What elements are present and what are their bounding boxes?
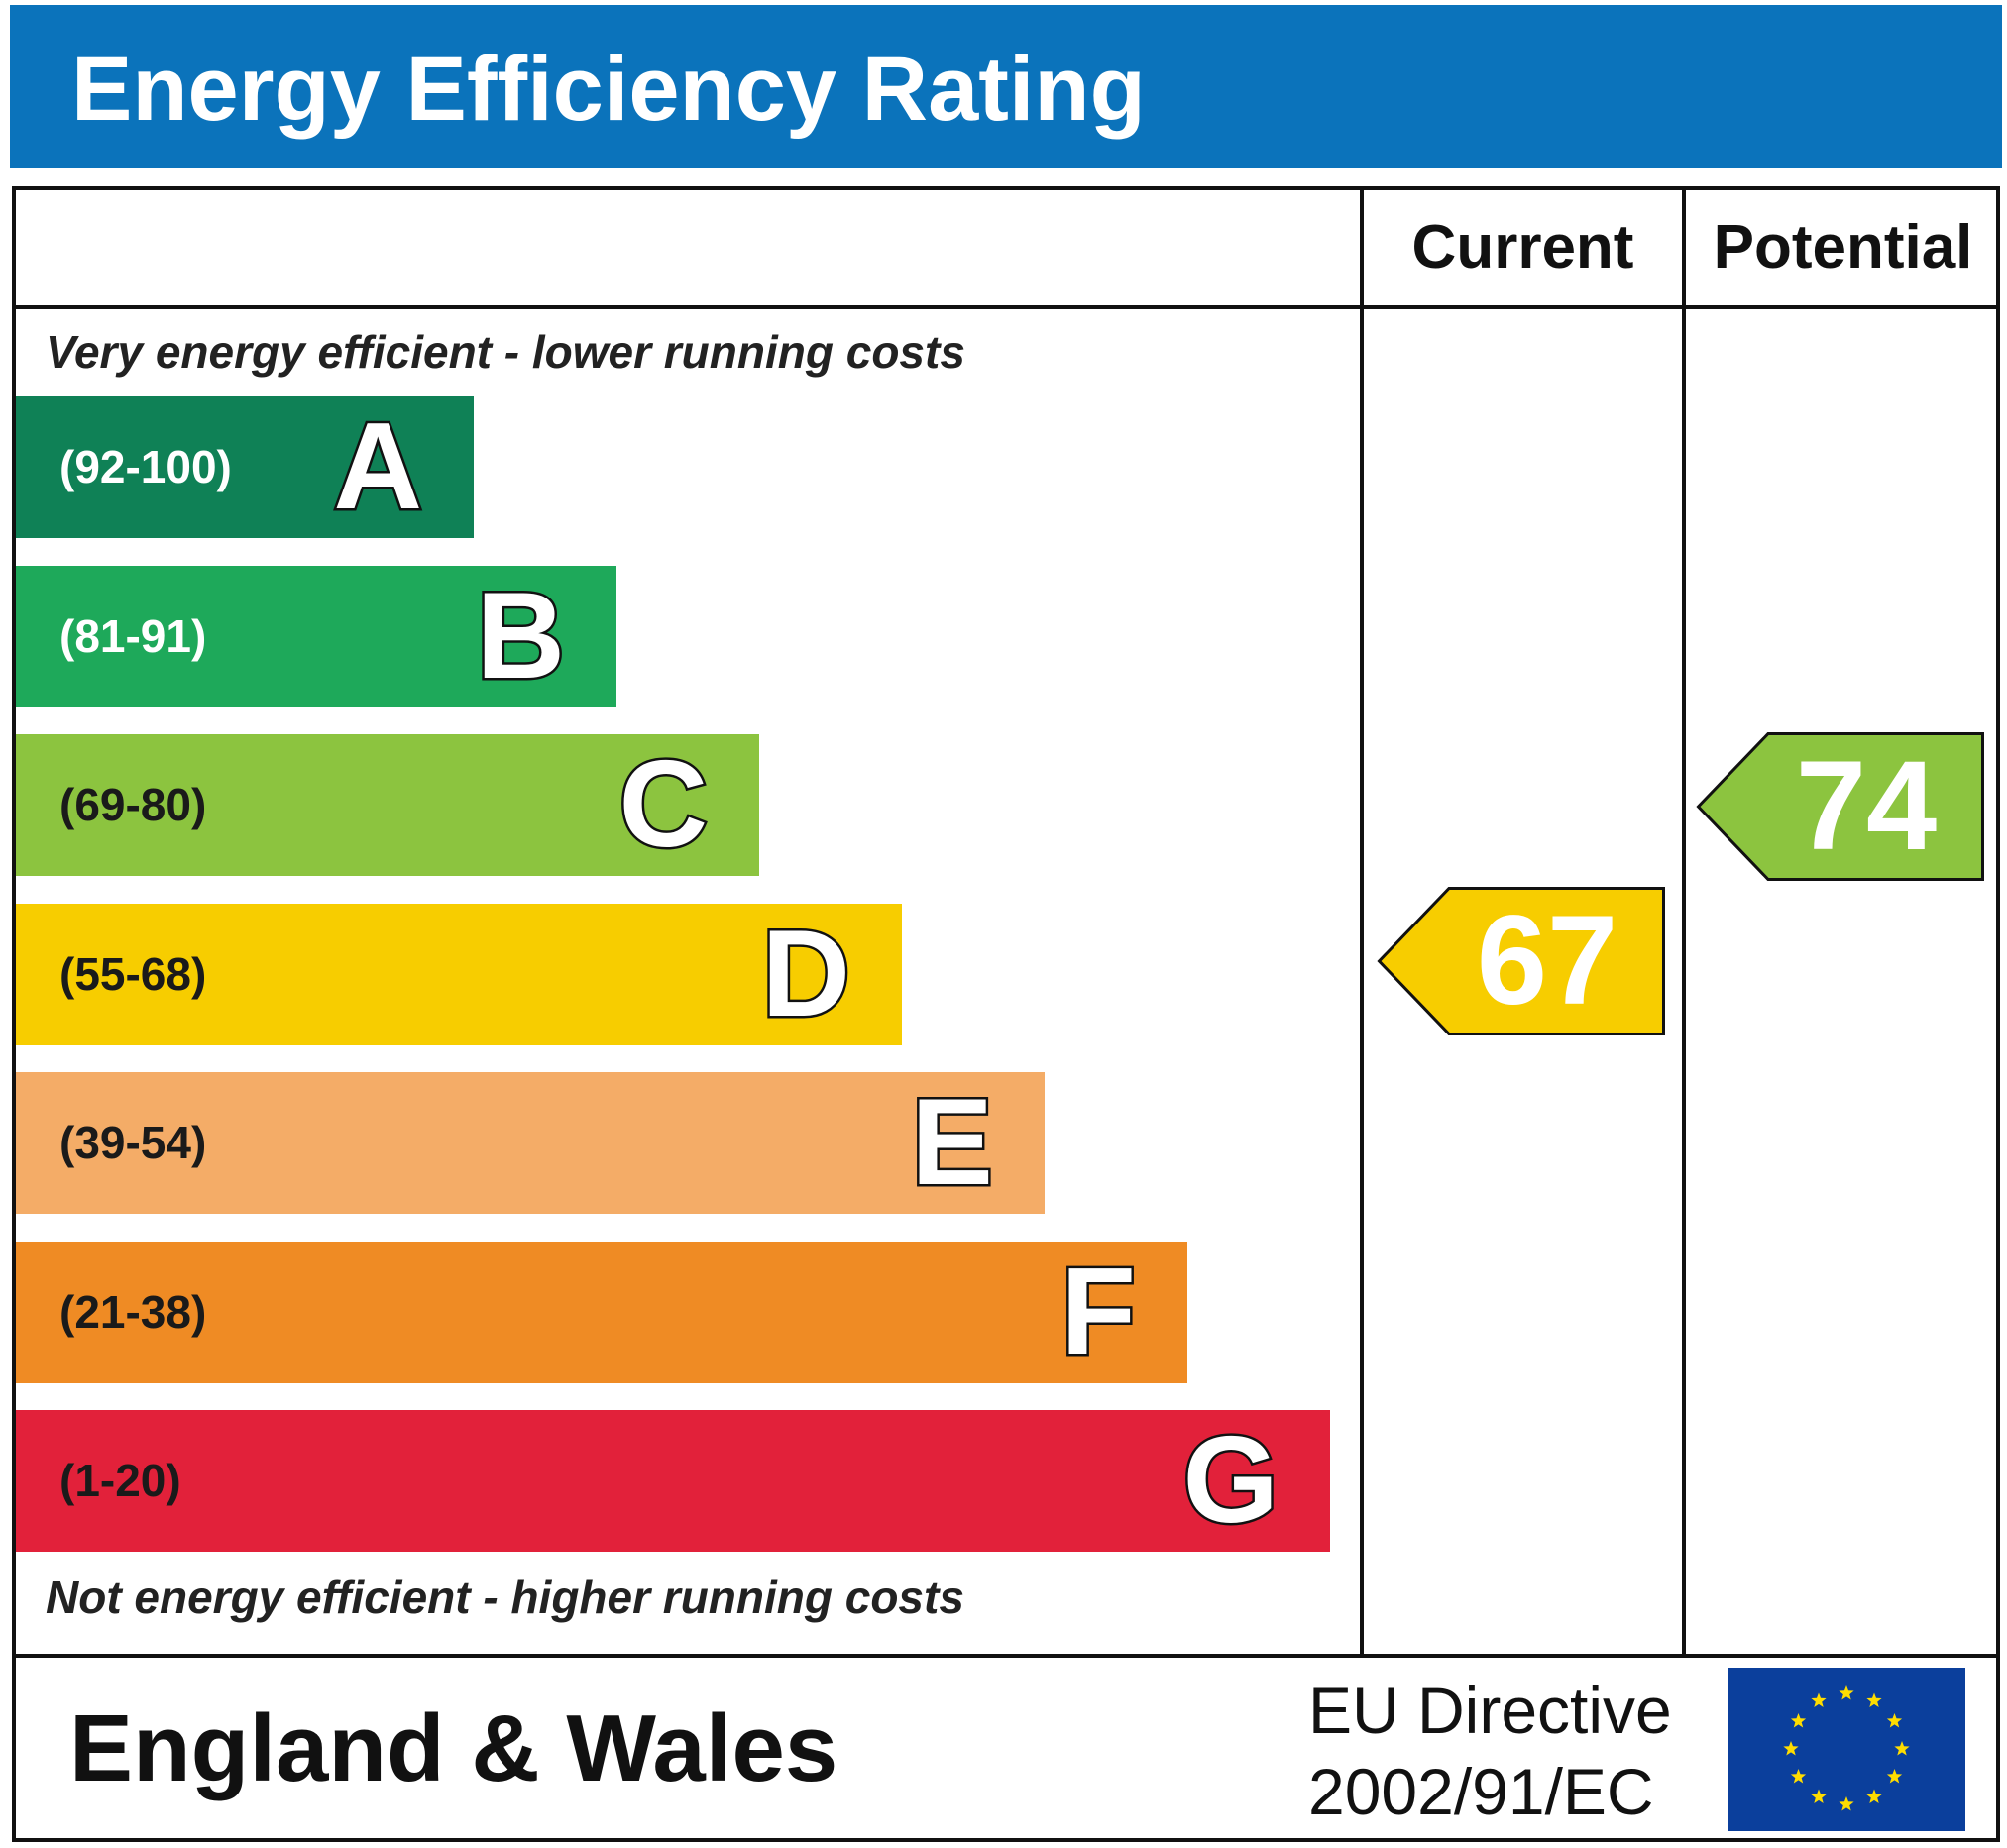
eu-star — [1894, 1741, 1910, 1756]
rating-arrow-shape — [1377, 887, 1665, 1035]
eu-star — [1839, 1796, 1854, 1811]
rating-arrow-shape — [1696, 732, 1984, 881]
potential-rating-arrow: 74 — [1696, 732, 1984, 881]
rating-value: 74 — [1795, 735, 1938, 877]
bottom-caption: Not energy efficient - higher running co… — [46, 1572, 964, 1623]
band-letter: B — [474, 565, 568, 707]
band-range-label: (55-68) — [59, 947, 207, 1000]
chart-frame — [12, 186, 2000, 1842]
band-f: (21-38) F — [16, 1241, 1187, 1383]
eu-flag-icon — [1728, 1668, 1965, 1831]
band-d: (55-68) D — [16, 903, 902, 1045]
chart-title: Energy Efficiency Rating — [71, 39, 1146, 140]
eu-star — [1790, 1769, 1807, 1784]
band-a: (92-100) A — [16, 396, 474, 538]
band-g: (1-20) G — [16, 1410, 1330, 1552]
directive-line-1: EU Directive — [1308, 1674, 1672, 1747]
band-range-label: (81-91) — [59, 609, 207, 662]
eu-star — [1811, 1789, 1827, 1803]
current-column-divider — [1360, 186, 1364, 1658]
band-range-label: (92-100) — [59, 441, 232, 492]
eu-star — [1886, 1713, 1903, 1728]
eu-star — [1839, 1685, 1854, 1700]
title-bar: Energy Efficiency Rating — [10, 5, 2002, 168]
band-range-label: (1-20) — [59, 1455, 181, 1506]
current-rating-arrow: 67 — [1377, 887, 1665, 1035]
eu-star — [1886, 1769, 1903, 1784]
band-b: (81-91) B — [16, 565, 616, 707]
eu-star — [1866, 1692, 1882, 1707]
header-row-divider — [12, 305, 2000, 309]
current-column-header: Current — [1411, 213, 1634, 281]
band-letter: D — [759, 903, 853, 1044]
eu-star — [1811, 1692, 1827, 1707]
band-letter: E — [909, 1072, 996, 1214]
potential-column-divider — [1682, 186, 1686, 1658]
eu-star — [1790, 1713, 1807, 1728]
band-letter: A — [331, 396, 425, 538]
directive-line-2: 2002/91/EC — [1308, 1755, 1654, 1828]
footer-divider — [12, 1654, 2000, 1658]
band-range-label: (69-80) — [59, 779, 207, 830]
band-range-label: (39-54) — [59, 1117, 207, 1168]
band-letter: G — [1180, 1410, 1281, 1552]
top-caption: Very energy efficient - lower running co… — [46, 326, 965, 378]
band-c: (69-80) C — [16, 734, 759, 876]
band-letter: F — [1059, 1241, 1139, 1382]
country-label: England & Wales — [69, 1695, 838, 1801]
band-letter: C — [616, 734, 711, 876]
eu-star — [1866, 1789, 1882, 1803]
band-e: (39-54) E — [16, 1072, 1045, 1214]
eu-directive: EU Directive 2002/91/EC — [1308, 1670, 1672, 1832]
rating-value: 67 — [1476, 890, 1618, 1032]
band-range-label: (21-38) — [59, 1285, 207, 1338]
eu-star — [1783, 1741, 1799, 1756]
potential-column-header: Potential — [1713, 213, 1973, 281]
